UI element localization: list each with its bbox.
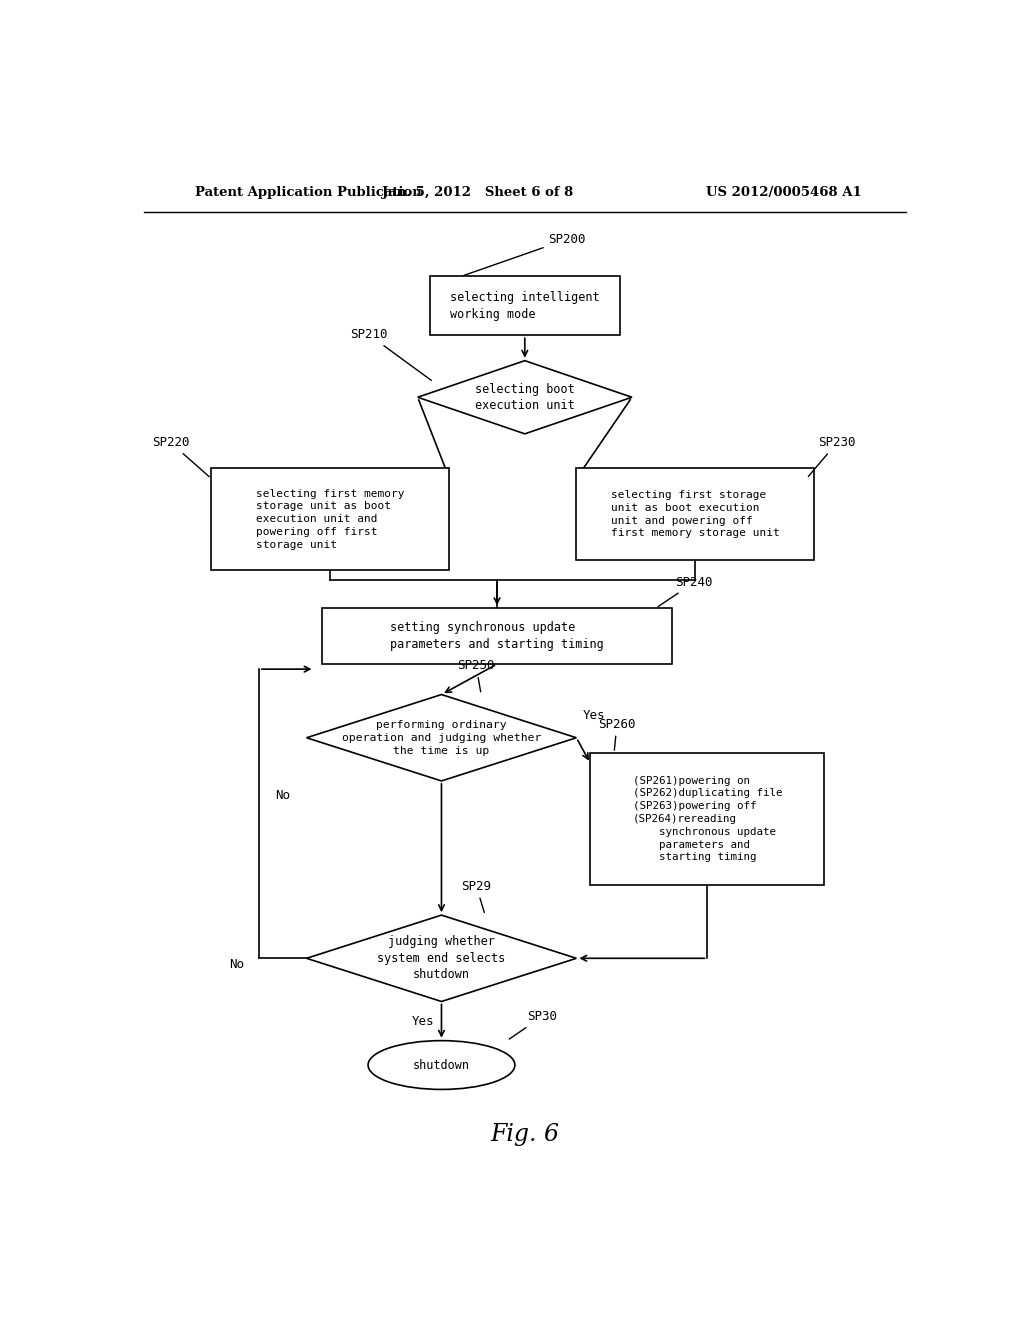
Text: SP30: SP30 xyxy=(509,1010,557,1039)
Text: selecting first memory
storage unit as boot
execution unit and
powering off firs: selecting first memory storage unit as b… xyxy=(256,488,404,550)
Text: (SP261)powering on
(SP262)duplicating file
(SP263)powering off
(SP264)rereading
: (SP261)powering on (SP262)duplicating fi… xyxy=(633,776,782,862)
Polygon shape xyxy=(306,694,577,781)
Text: judging whether
system end selects
shutdown: judging whether system end selects shutd… xyxy=(378,936,506,981)
Text: Yes: Yes xyxy=(412,1015,434,1028)
FancyBboxPatch shape xyxy=(430,276,620,335)
FancyBboxPatch shape xyxy=(323,609,672,664)
Polygon shape xyxy=(306,915,577,1002)
Text: SP260: SP260 xyxy=(598,718,636,750)
Text: Fig. 6: Fig. 6 xyxy=(490,1122,559,1146)
Text: SP220: SP220 xyxy=(152,436,209,477)
Text: shutdown: shutdown xyxy=(413,1059,470,1072)
Polygon shape xyxy=(418,360,632,434)
Text: SP210: SP210 xyxy=(350,329,431,380)
Text: SP240: SP240 xyxy=(658,576,713,607)
Text: SP230: SP230 xyxy=(808,436,856,477)
Text: SP250: SP250 xyxy=(458,659,495,692)
Text: selecting intelligent
working mode: selecting intelligent working mode xyxy=(450,290,600,321)
FancyBboxPatch shape xyxy=(211,469,450,570)
Text: SP29: SP29 xyxy=(462,879,492,912)
Ellipse shape xyxy=(368,1040,515,1089)
Text: selecting boot
execution unit: selecting boot execution unit xyxy=(475,383,574,412)
FancyBboxPatch shape xyxy=(577,469,814,560)
Text: performing ordinary
operation and judging whether
the time is up: performing ordinary operation and judgin… xyxy=(342,719,541,755)
Text: Jan. 5, 2012   Sheet 6 of 8: Jan. 5, 2012 Sheet 6 of 8 xyxy=(382,186,572,199)
Text: setting synchronous update
parameters and starting timing: setting synchronous update parameters an… xyxy=(390,622,604,651)
Text: selecting first storage
unit as boot execution
unit and powering off
first memor: selecting first storage unit as boot exe… xyxy=(611,490,780,539)
Text: No: No xyxy=(274,789,290,803)
Text: Yes: Yes xyxy=(583,709,605,722)
FancyBboxPatch shape xyxy=(590,752,824,886)
Text: US 2012/0005468 A1: US 2012/0005468 A1 xyxy=(707,186,862,199)
Text: SP200: SP200 xyxy=(464,232,586,276)
Text: No: No xyxy=(228,958,244,972)
Text: Patent Application Publication: Patent Application Publication xyxy=(196,186,422,199)
